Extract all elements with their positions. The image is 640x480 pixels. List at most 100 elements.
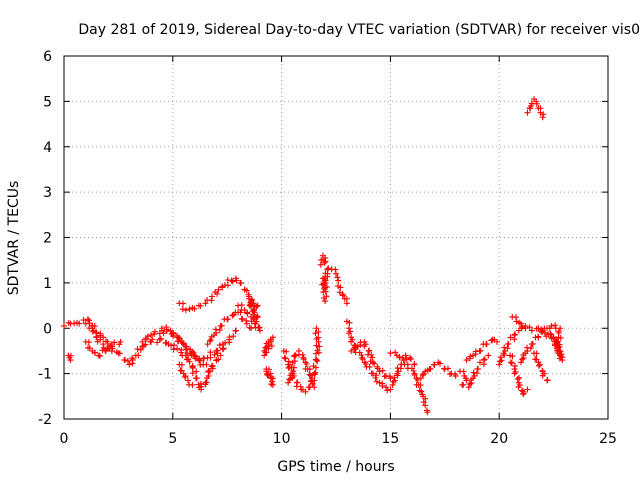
data-point [285, 379, 292, 386]
data-point [387, 350, 394, 357]
data-point [93, 334, 100, 341]
data-point [313, 342, 320, 349]
data-point [311, 377, 318, 384]
data-point [281, 354, 288, 361]
series-trace-17 [343, 318, 394, 394]
data-point [134, 346, 141, 353]
data-point [548, 322, 555, 329]
data-point [383, 384, 390, 391]
series-trace-15 [317, 252, 332, 305]
data-point [204, 341, 211, 348]
data-point [207, 349, 214, 356]
data-point [554, 344, 561, 351]
data-point [312, 364, 319, 371]
data-point [416, 387, 423, 394]
data-point [289, 359, 296, 366]
data-point [474, 365, 481, 372]
data-point [452, 372, 459, 379]
data-point [312, 356, 319, 363]
data-point [237, 280, 244, 287]
data-point [509, 353, 516, 360]
data-point [324, 273, 331, 280]
series-trace-7 [176, 361, 196, 388]
data-point [369, 354, 376, 361]
x-tick-label: 20 [490, 431, 508, 447]
data-point [400, 357, 407, 364]
data-point [219, 283, 226, 290]
data-point [202, 300, 209, 307]
data-point [369, 359, 376, 366]
data-point [512, 362, 519, 369]
data-point [209, 362, 216, 369]
data-point [466, 355, 473, 362]
data-point [243, 287, 250, 294]
data-point [239, 316, 246, 323]
series-trace-18 [348, 338, 394, 382]
data-point [392, 349, 399, 356]
data-point [156, 336, 163, 343]
data-point [334, 274, 341, 281]
data-point [411, 361, 418, 368]
data-point [243, 317, 250, 324]
series-trace-21 [417, 359, 459, 382]
data-point [512, 314, 519, 321]
data-point [477, 359, 484, 366]
data-point [232, 327, 239, 334]
y-axis-label: SDTVAR / TECUs [6, 181, 22, 296]
series-trace-20 [387, 349, 431, 416]
series-trace-6 [158, 324, 239, 375]
data-point [520, 391, 527, 398]
data-point [217, 352, 224, 359]
data-point [309, 380, 316, 387]
y-tick-label: 3 [43, 185, 52, 201]
series-trace-13 [280, 325, 323, 395]
data-point [387, 386, 394, 393]
data-point [436, 360, 443, 367]
data-point [359, 356, 366, 363]
data-point [230, 333, 237, 340]
data-point [332, 266, 339, 273]
series-trace-14 [285, 347, 318, 391]
series-trace-31 [524, 96, 547, 121]
series-trace-12 [263, 366, 276, 388]
y-tick-label: 5 [43, 94, 52, 110]
data-point [66, 354, 73, 361]
data-point [151, 328, 158, 335]
series-trace-25 [496, 324, 561, 368]
data-point [299, 351, 306, 358]
data-point [536, 361, 543, 368]
data-point [343, 318, 350, 325]
data-point [552, 322, 559, 329]
data-point [263, 368, 270, 375]
data-point [208, 293, 215, 300]
data-point [445, 365, 452, 372]
y-tick-label: 1 [43, 276, 52, 292]
data-point [488, 337, 495, 344]
data-point [229, 278, 236, 285]
data-point [208, 363, 215, 370]
data-point [497, 354, 504, 361]
data-point [268, 381, 275, 388]
data-point [189, 348, 196, 355]
data-point [424, 409, 431, 416]
data-point [319, 281, 326, 288]
y-tick-label: 2 [43, 231, 52, 247]
data-point [163, 328, 170, 335]
data-point [359, 354, 366, 361]
x-axis-label: GPS time / hours [277, 459, 394, 475]
data-point [511, 370, 518, 377]
data-point [402, 352, 409, 359]
data-point [76, 320, 83, 327]
series-trace-30 [548, 322, 566, 364]
data-point [340, 292, 347, 299]
data-point [463, 357, 470, 364]
x-tick-label: 15 [381, 431, 399, 447]
data-point [526, 324, 533, 331]
data-point [71, 320, 78, 327]
data-point [441, 366, 448, 373]
data-point [137, 346, 144, 353]
data-point [465, 384, 472, 391]
data-point [480, 357, 487, 364]
data-point [248, 303, 255, 310]
data-point [186, 358, 193, 365]
